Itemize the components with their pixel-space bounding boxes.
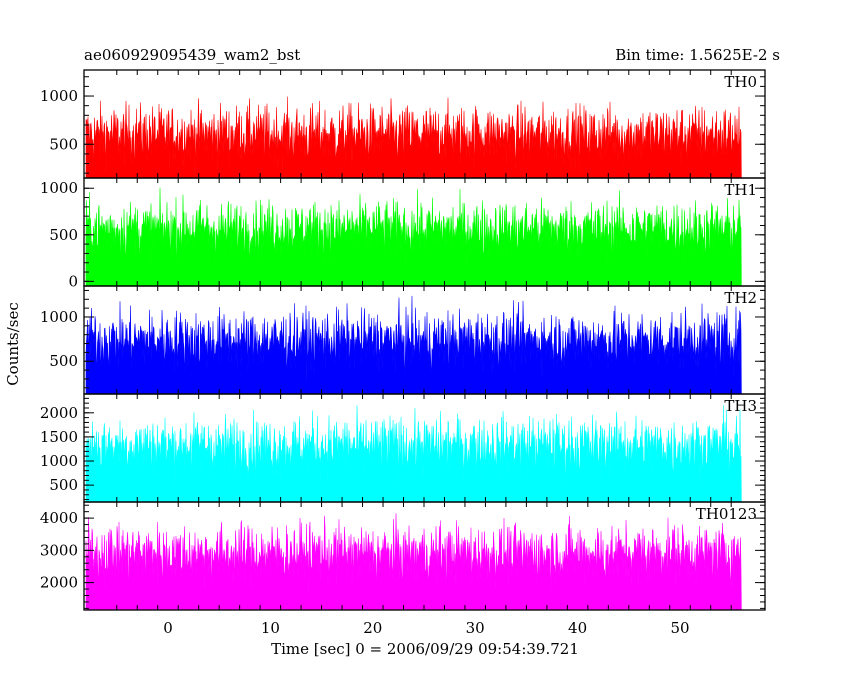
- y-tick-label: 1000: [40, 87, 78, 105]
- y-tick-label: 500: [49, 135, 78, 153]
- y-axis-label: Counts/sec: [4, 302, 22, 386]
- y-tick-label: 2000: [40, 574, 78, 592]
- y-tick-label: 1500: [40, 428, 78, 446]
- y-tick-label: 1000: [40, 179, 78, 197]
- x-tick-label: 20: [363, 619, 382, 637]
- series-label-th1: TH1: [724, 181, 757, 199]
- y-tick-label: 0: [68, 272, 78, 290]
- series-th2-trace: [85, 295, 742, 395]
- x-tick-label: 30: [466, 619, 485, 637]
- series-th0123-trace: [85, 513, 742, 611]
- x-tick-label: 0: [163, 619, 173, 637]
- bin-time-label: Bin time: 1.5625E-2 s: [615, 46, 780, 64]
- series-th3-trace: [85, 404, 742, 503]
- series-label-th0: TH0: [724, 73, 757, 91]
- y-tick-label: 500: [49, 352, 78, 370]
- panel-th0123: 2000 3000 4000 TH0123: [40, 501, 766, 611]
- x-axis: 0 10 20 30 40 50: [163, 619, 689, 637]
- series-label-th0123: TH0123: [696, 505, 757, 523]
- panel-th1: 0 500 1000 TH1: [40, 177, 766, 290]
- y-tick-label: 2000: [40, 404, 78, 422]
- panel-frame: [83, 501, 766, 611]
- series-th0-trace: [85, 96, 742, 179]
- y-tick-label: 4000: [40, 509, 78, 527]
- y-tick-label: 500: [49, 226, 78, 244]
- panel-th0: 500 1000 TH0: [40, 69, 766, 179]
- y-tick-label: 1000: [40, 308, 78, 326]
- y-tick-label: 500: [49, 476, 78, 494]
- chart-title: ae060929095439_wam2_bst: [84, 46, 300, 64]
- series-label-th2: TH2: [724, 289, 757, 307]
- panels-group: 500 1000 TH0 0 500 1000 TH1 500 1000 TH2 500 1000 15…: [40, 69, 766, 611]
- x-tick-label: 10: [261, 619, 280, 637]
- panel-th2: 500 1000 TH2: [40, 285, 766, 395]
- panel-th3: 500 1000 1500 2000 TH3: [40, 393, 766, 503]
- y-tick-label: 3000: [40, 541, 78, 559]
- x-tick-label: 50: [670, 619, 689, 637]
- series-label-th3: TH3: [724, 397, 757, 415]
- x-tick-label: 40: [568, 619, 587, 637]
- y-tick-label: 1000: [40, 452, 78, 470]
- x-axis-label: Time [sec] 0 = 2006/09/29 09:54:39.721: [271, 640, 579, 658]
- series-th1-trace: [85, 187, 742, 287]
